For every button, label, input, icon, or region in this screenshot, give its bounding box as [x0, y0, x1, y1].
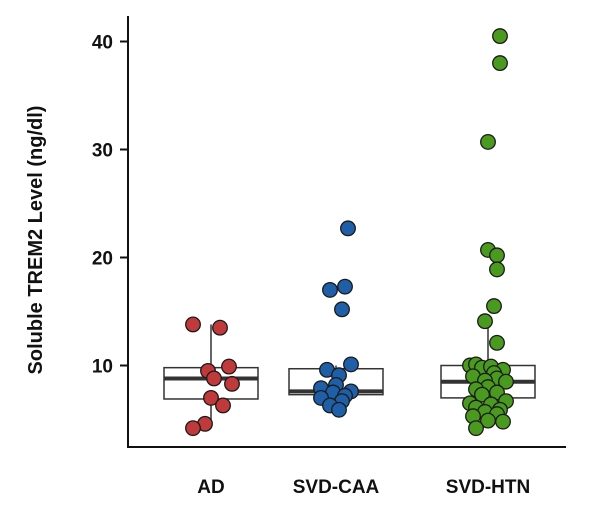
- point-svd-htn-5: [489, 261, 505, 278]
- point-ad-5: [224, 375, 240, 392]
- point-ad-9: [185, 420, 201, 437]
- point-svd-caa-0: [340, 220, 356, 237]
- y-tick-label-40: 40: [92, 33, 113, 54]
- point-ad-2: [221, 358, 237, 375]
- point-svd-htn-2: [480, 133, 496, 150]
- axes-layer: [127, 16, 566, 448]
- point-svd-htn-32: [495, 413, 511, 430]
- point-svd-htn-7: [477, 313, 493, 330]
- y-tick-label-10: 10: [92, 357, 113, 378]
- x-tick-label-ad: AD: [197, 477, 224, 498]
- point-ad-6: [203, 389, 219, 406]
- point-svd-caa-1: [337, 278, 353, 295]
- point-svd-htn-4: [489, 247, 505, 264]
- point-ad-7: [215, 397, 231, 414]
- point-ad-0: [185, 316, 201, 333]
- point-svd-caa-4: [343, 356, 359, 373]
- y-tick-label-30: 30: [92, 141, 113, 162]
- point-svd-htn-6: [486, 298, 502, 315]
- point-ad-1: [212, 319, 228, 336]
- point-svd-caa-15: [331, 401, 347, 418]
- y-ticks: 10 20 30 40: [92, 33, 128, 378]
- points-layer: [185, 28, 514, 437]
- point-svd-htn-22: [474, 386, 490, 403]
- y-tick-label-20: 20: [92, 249, 113, 270]
- point-svd-htn-0: [492, 28, 508, 45]
- point-svd-caa-3: [334, 301, 350, 318]
- point-svd-htn-1: [492, 55, 508, 72]
- point-svd-htn-33: [468, 420, 484, 437]
- point-svd-htn-8: [489, 334, 505, 351]
- point-ad-4: [206, 370, 222, 387]
- point-svd-htn-18: [498, 373, 514, 390]
- x-ticks: AD SVD-CAA SVD-HTN: [197, 477, 530, 498]
- x-tick-label-svd-htn: SVD-HTN: [446, 477, 530, 498]
- point-svd-caa-2: [322, 281, 338, 298]
- y-axis-title: Soluble TREM2 Level (ng/dl): [25, 106, 47, 375]
- x-tick-label-svd-caa: SVD-CAA: [293, 477, 380, 498]
